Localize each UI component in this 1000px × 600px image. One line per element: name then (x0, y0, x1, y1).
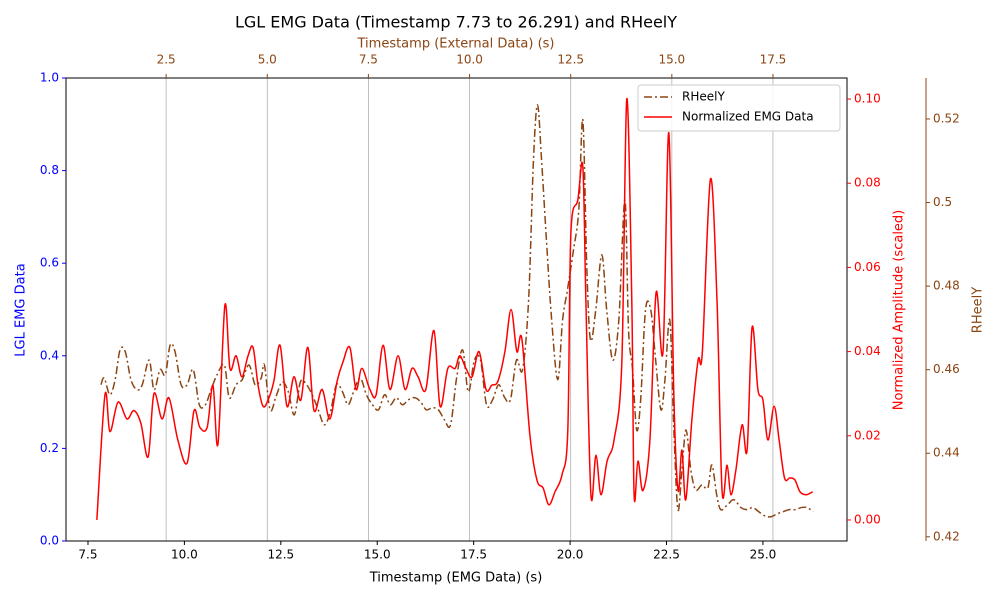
legend-label: RHeelY (682, 90, 725, 104)
y-tick-label: 0.4 (40, 348, 59, 362)
y2-tick-label: 0.02 (854, 428, 881, 442)
x-axis-label: Timestamp (EMG Data) (s) (369, 571, 543, 586)
y2-axis-label: Normalized Amplitude (scaled) (892, 210, 907, 411)
x-tick-label: 17.5 (460, 548, 487, 562)
y3-tick-label: 0.5 (933, 195, 952, 209)
series-line (96, 98, 814, 521)
x-tick-label: 22.5 (653, 548, 680, 562)
y2-tick-label: 0.10 (854, 92, 881, 106)
x2-axis-label: Timestamp (External Data) (s) (357, 37, 555, 52)
y-tick-label: 0.6 (40, 256, 59, 270)
legend-label: Normalized EMG Data (682, 110, 814, 124)
x2-tick-label: 15.0 (658, 53, 685, 67)
x-tick-label: 25.0 (750, 548, 777, 562)
y-tick-label: 0.2 (40, 441, 59, 455)
y3-axis-label: RHeelY (971, 287, 986, 333)
legend-box (637, 84, 841, 132)
y2-tick-label: 0.06 (854, 260, 881, 274)
y2-tick-label: 0.08 (854, 176, 881, 190)
x2-tick-label: 10.0 (456, 53, 483, 67)
x-tick-label: 10.0 (171, 548, 198, 562)
plot-frame (65, 77, 848, 542)
x2-tick-label: 7.5 (359, 53, 378, 67)
x2-tick-label: 5.0 (258, 53, 277, 67)
y3-tick-label: 0.44 (933, 446, 960, 460)
x-tick-label: 20.0 (557, 548, 584, 562)
y3-tick-label: 0.48 (933, 279, 960, 293)
x-tick-label: 15.0 (364, 548, 391, 562)
y2-tick-label: 0.00 (854, 512, 881, 526)
y-axis-label: LGL EMG Data (14, 263, 29, 356)
y-tick-label: 1.0 (40, 71, 59, 85)
plot-lines (96, 98, 814, 521)
x2-tick-label: 2.5 (157, 53, 176, 67)
chart-title: LGL EMG Data (Timestamp 7.73 to 26.291) … (235, 13, 677, 32)
series-line (100, 103, 814, 518)
y3-tick-label: 0.52 (933, 111, 960, 125)
x2-tick-label: 12.5 (557, 53, 584, 67)
x-tick-label: 12.5 (267, 548, 294, 562)
y3-tick-label: 0.42 (933, 529, 960, 543)
y2-tick-label: 0.04 (854, 344, 881, 358)
ticks: 7.5 10.0 12.5 15.0 17.5 20.0 22.5 25.0 2.5 5.0 7.5… (40, 53, 960, 562)
x-tick-label: 7.5 (78, 548, 97, 562)
legend: RHeelY Normalized EMG Data (637, 84, 841, 132)
y3-tick-label: 0.46 (933, 362, 960, 376)
y-tick-label: 0.0 (40, 534, 59, 548)
y-tick-label: 0.8 (40, 163, 59, 177)
x2-tick-label: 17.5 (760, 53, 787, 67)
